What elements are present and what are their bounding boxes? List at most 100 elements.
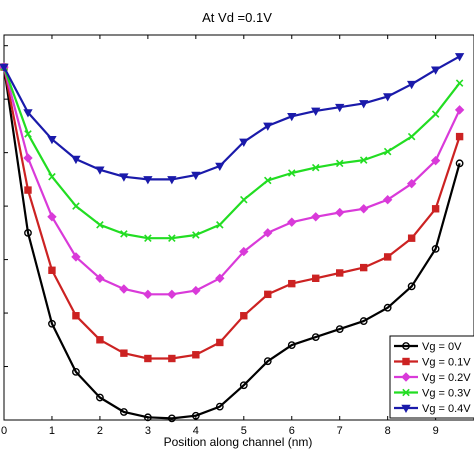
series-line (2, 66, 461, 360)
data-point (72, 367, 80, 376)
chart-title: At Vd =0.1V (202, 10, 272, 25)
data-point (119, 173, 129, 182)
data-point (23, 153, 33, 163)
x-tick-label: 9 (433, 425, 439, 437)
data-point (359, 317, 368, 325)
x-tick-label: 0 (1, 425, 7, 437)
data-point (96, 393, 104, 402)
data-point (120, 349, 128, 357)
data-point (239, 138, 249, 147)
series-vg-0-4v (0, 53, 465, 185)
legend-entry: Vg = 0.1V (394, 357, 471, 369)
x-tick-label: 2 (97, 425, 103, 437)
data-point (48, 172, 56, 181)
data-point (402, 388, 410, 397)
data-point (215, 273, 225, 284)
series-vg-0-2v (0, 62, 465, 300)
data-point (48, 319, 56, 328)
legend: Vg = 0V Vg = 0.1V Vg = 0.2V Vg = 0.3V Vg = 0… (389, 335, 474, 419)
data-point (407, 80, 417, 90)
data-point (406, 178, 417, 189)
legend-label: Vg = 0.4V (422, 403, 471, 415)
data-point (359, 263, 368, 272)
x-axis-label: Position along channel (nm) (164, 435, 313, 449)
data-point (240, 312, 248, 320)
data-point (119, 408, 128, 416)
x-tick-label: 6 (289, 425, 295, 437)
legend-label: Vg = 0V (422, 341, 462, 353)
data-point (24, 186, 32, 194)
data-point (382, 194, 393, 205)
x-tick-label: 1 (49, 425, 55, 437)
data-point (430, 66, 441, 75)
data-point (311, 163, 320, 172)
data-point (120, 230, 128, 238)
data-point (407, 132, 416, 141)
data-point (143, 413, 152, 422)
data-point (312, 274, 320, 282)
data-point (192, 231, 200, 239)
data-point (401, 404, 411, 414)
data-point (455, 159, 464, 168)
data-point (431, 205, 440, 213)
data-point (383, 147, 392, 156)
data-point (263, 228, 273, 238)
data-point (402, 342, 410, 350)
legend-label: Vg = 0.1V (422, 357, 471, 369)
data-point (358, 204, 369, 214)
data-point (0, 63, 9, 73)
data-point (144, 354, 152, 363)
data-point (48, 266, 56, 274)
data-point (167, 176, 177, 185)
data-point (430, 155, 441, 166)
series-line (3, 55, 461, 181)
data-point (311, 107, 321, 116)
data-point (239, 381, 248, 390)
x-tick-label: 4 (193, 425, 199, 437)
series-line (2, 66, 461, 240)
data-point (287, 169, 296, 177)
x-tick-label: 7 (337, 425, 343, 437)
data-point (407, 234, 416, 242)
data-point (143, 289, 153, 300)
data-point (383, 303, 392, 312)
data-point (455, 79, 464, 87)
data-point (47, 212, 57, 222)
data-point (191, 171, 201, 181)
data-point (287, 112, 297, 122)
data-point (119, 284, 129, 294)
series-layer (0, 53, 465, 423)
data-point (263, 122, 273, 131)
x-tick-label: 8 (385, 425, 391, 437)
data-point (239, 246, 249, 257)
legend-label: Vg = 0.3V (422, 388, 471, 400)
data-point (359, 100, 369, 109)
data-point (455, 132, 464, 141)
data-point (72, 312, 80, 320)
data-point (24, 228, 32, 237)
data-point (359, 156, 368, 164)
data-point (168, 354, 176, 363)
data-point (287, 217, 297, 227)
legend-entry: Vg = 0.4V (394, 403, 471, 415)
data-point (192, 351, 200, 359)
data-point (311, 333, 320, 342)
data-point (288, 279, 296, 288)
data-point (71, 252, 81, 262)
data-point (96, 221, 104, 229)
data-point (95, 273, 105, 284)
data-point (143, 176, 153, 185)
data-point (402, 357, 410, 366)
data-point (454, 105, 465, 115)
data-point (72, 202, 80, 210)
data-point (23, 109, 33, 118)
data-point (264, 176, 272, 185)
data-point (401, 372, 411, 382)
series-vg-0-1v (0, 63, 464, 363)
legend-entry: Vg = 0V (394, 341, 462, 353)
data-point (311, 212, 321, 222)
data-point (287, 341, 296, 350)
data-point (407, 282, 416, 291)
data-point (240, 195, 248, 204)
